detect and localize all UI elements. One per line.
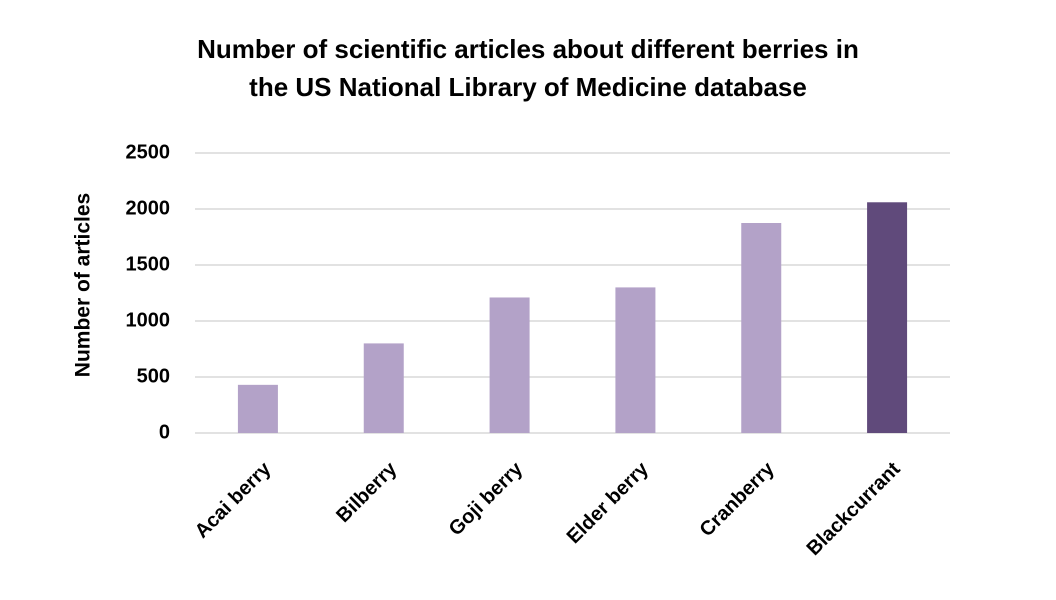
bar-bilberry xyxy=(363,343,404,433)
x-tick-label: Acai berry xyxy=(191,457,276,542)
x-tick-label: Cranberry xyxy=(696,457,780,541)
x-tick-label: Bilberry xyxy=(332,457,402,527)
bar-elder-berry xyxy=(615,287,656,433)
x-tick-label: Goji berry xyxy=(445,457,528,540)
x-tick-label: Elder berry xyxy=(563,457,654,548)
gridlines xyxy=(195,152,950,434)
y-tick-label: 500 xyxy=(137,365,170,387)
x-axis-tick-labels: Acai berry Bilberry Goji berry Elder berry C… xyxy=(191,457,905,560)
y-tick-label: 2500 xyxy=(126,141,171,163)
bar-goji-berry xyxy=(489,297,530,433)
chart-title: Number of scientific articles about diff… xyxy=(0,30,1056,106)
y-tick-label: 0 xyxy=(159,421,170,443)
y-tick-label: 1500 xyxy=(126,253,171,275)
chart-title-line-1: Number of scientific articles about diff… xyxy=(197,34,859,64)
bars xyxy=(237,202,908,433)
x-tick-label: Blackcurrant xyxy=(803,458,905,560)
chart-title-line-2: the US National Library of Medicine data… xyxy=(249,72,807,102)
bar-cranberry xyxy=(741,223,782,433)
y-axis-title: Number of articles xyxy=(72,193,95,377)
y-tick-label: 2000 xyxy=(126,197,171,219)
bar-blackcurrant xyxy=(867,202,908,433)
y-axis-tick-labels: 0 500 1000 1500 2000 2500 xyxy=(126,141,171,443)
y-tick-label: 1000 xyxy=(126,309,171,331)
bar-acai-berry xyxy=(237,384,278,433)
